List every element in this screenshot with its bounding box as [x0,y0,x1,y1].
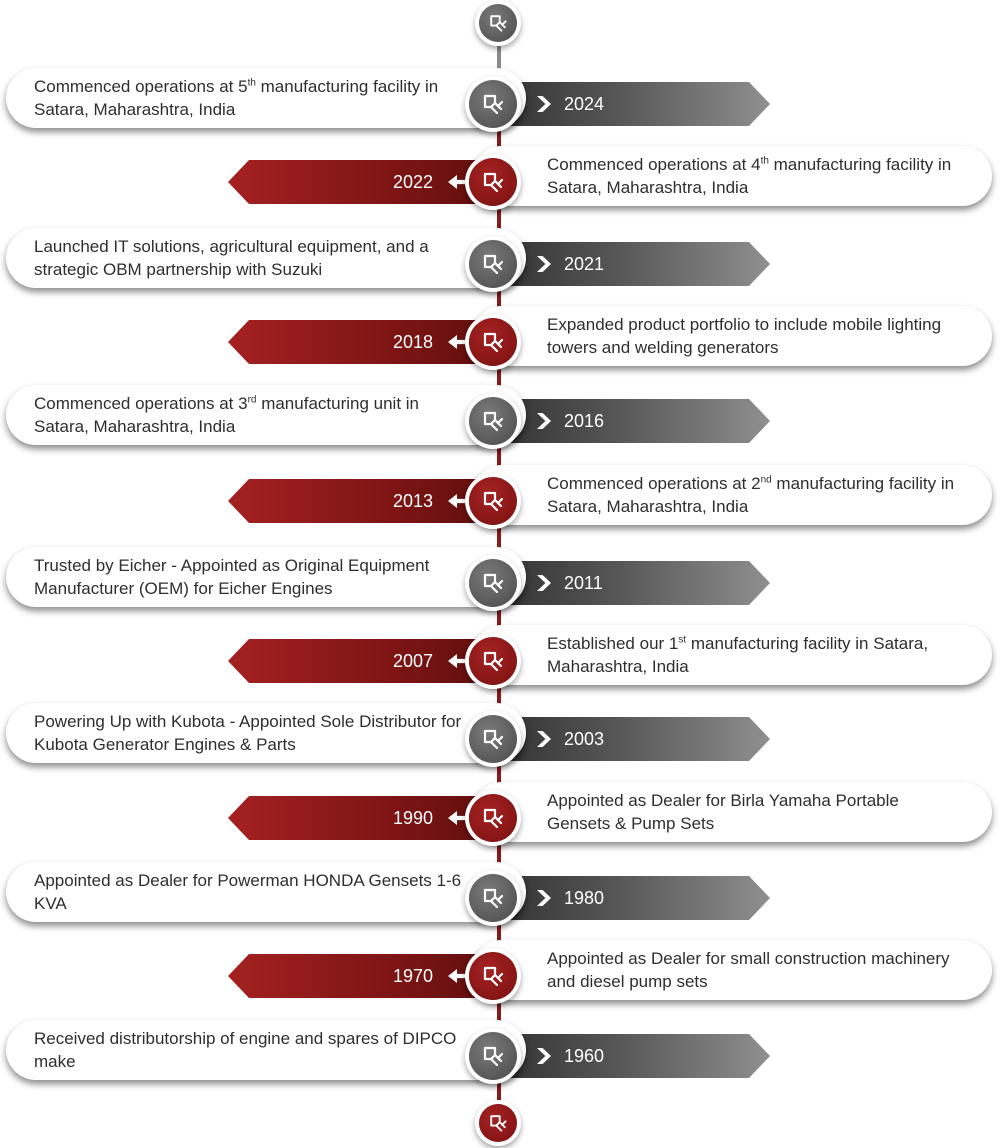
timeline-badge [469,715,517,763]
year-label: 2024 [564,93,605,114]
timeline-badge [469,477,517,525]
power-plug-icon [483,888,504,909]
event-description: Appointed as Dealer for small constructi… [547,949,950,991]
event-card: Commenced operations at 2nd manufacturin… [472,465,992,525]
event-description: Appointed as Dealer for Powerman HONDA G… [34,871,462,913]
timeline-badge [469,952,517,1000]
timeline-entry: 2011 Trusted by Eicher - Appointed as Ori… [0,547,1000,617]
timeline-entry: 2016 Commenced operations at 3rd manufact… [0,385,1000,455]
year-banner: 2021 [485,242,770,286]
timeline-badge [469,637,517,685]
timeline-entry: 1960 Received distributorship of engine a… [0,1020,1000,1090]
timeline-badge [469,158,517,206]
event-description: Trusted by Eicher - Appointed as Origina… [34,556,430,598]
timeline-badge [469,794,517,842]
year-label: 1960 [564,1045,605,1066]
timeline-badge [469,559,517,607]
year-label: 2022 [392,171,433,192]
timeline-badge [469,1032,517,1080]
power-plug-icon [483,1046,504,1067]
year-label: 2003 [564,728,605,749]
power-plug-icon [483,172,504,193]
power-plug-icon [483,651,504,672]
power-plug-icon [483,332,504,353]
power-plug-icon [490,15,507,32]
timeline-entry: 1970 Appointed as Dealer for small constr… [0,940,1000,1010]
event-card: Commenced operations at 5th manufacturin… [6,68,526,128]
event-description: Launched IT solutions, agricultural equi… [34,237,429,279]
event-card: Powering Up with Kubota - Appointed Sole… [6,703,526,763]
year-label: 2021 [564,253,605,274]
year-label: 2016 [564,410,605,431]
event-card: Established our 1st manufacturing facili… [472,625,992,685]
event-card: Commenced operations at 4th manufacturin… [472,146,992,206]
year-label: 1990 [392,807,433,828]
event-card: Appointed as Dealer for small constructi… [472,940,992,1000]
power-plug-icon [483,94,504,115]
event-card: Launched IT solutions, agricultural equi… [6,228,526,288]
power-plug-icon [483,729,504,750]
event-description: Commenced operations at 3rd manufacturin… [34,394,420,436]
event-card: Received distributorship of engine and s… [6,1020,526,1080]
event-card: Expanded product portfolio to include mo… [472,306,992,366]
timeline-badge [469,318,517,366]
timeline-entry: 2007 Established our 1st manufacturing fa… [0,625,1000,695]
year-banner: 1980 [485,876,770,920]
event-description: Expanded product portfolio to include mo… [547,315,942,357]
timeline-entry: 1990 Appointed as Dealer for Birla Yamaha… [0,782,1000,852]
timeline-entry: 2003 Powering Up with Kubota - Appointed … [0,703,1000,773]
year-label: 2011 [564,572,603,593]
power-plug-icon [483,808,504,829]
event-card: Appointed as Dealer for Birla Yamaha Por… [472,782,992,842]
timeline-entry: 2022 Commenced operations at 4th manufact… [0,146,1000,216]
timeline-entry: 2018 Expanded product portfolio to includ… [0,306,1000,376]
timeline-entry: 1980 Appointed as Dealer for Powerman HON… [0,862,1000,932]
year-banner: 2024 [485,82,770,126]
event-description: Commenced operations at 5th manufacturin… [34,77,439,119]
year-banner: 2003 [485,717,770,761]
event-description: Powering Up with Kubota - Appointed Sole… [34,712,462,754]
event-description: Commenced operations at 4th manufacturin… [547,155,952,197]
power-plug-icon [483,966,504,987]
event-description: Appointed as Dealer for Birla Yamaha Por… [547,791,899,833]
year-banner: 1960 [485,1034,770,1078]
event-description: Received distributorship of engine and s… [34,1029,457,1071]
year-label: 2018 [392,331,433,352]
year-label: 1970 [392,965,433,986]
timeline-badge [469,397,517,445]
power-plug-icon [483,254,504,275]
year-label: 1980 [564,887,605,908]
timeline-badge [469,874,517,922]
timeline-badge [469,80,517,128]
power-plug-icon [483,411,504,432]
power-plug-icon [483,573,504,594]
timeline-start-badge [479,4,517,42]
event-card: Appointed as Dealer for Powerman HONDA G… [6,862,526,922]
year-banner: 2011 [485,561,770,605]
power-plug-icon [490,1115,507,1132]
event-description: Commenced operations at 2nd manufacturin… [547,474,955,516]
timeline-entry: 2021 Launched IT solutions, agricultural … [0,228,1000,298]
power-plug-icon [483,491,504,512]
event-description: Established our 1st manufacturing facili… [547,634,929,676]
timeline-end-badge [479,1104,517,1142]
year-banner: 2016 [485,399,770,443]
event-card: Commenced operations at 3rd manufacturin… [6,385,526,445]
timeline-badge [469,240,517,288]
event-card: Trusted by Eicher - Appointed as Origina… [6,547,526,607]
timeline-entry: 2024 Commenced operations at 5th manufact… [0,68,1000,138]
timeline-entry: 2013 Commenced operations at 2nd manufact… [0,465,1000,535]
year-label: 2007 [392,650,433,671]
year-label: 2013 [392,490,433,511]
